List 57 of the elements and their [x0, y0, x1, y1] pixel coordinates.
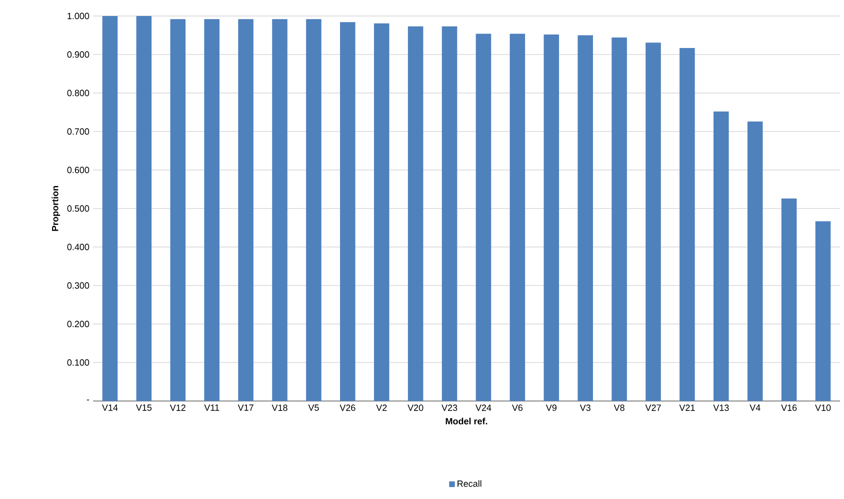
x-tick-label: V4 [750, 404, 760, 411]
y-tick-label: 0.800 [67, 90, 90, 96]
bar [747, 121, 763, 402]
bar [442, 26, 458, 402]
x-tick-label: V26 [340, 404, 356, 411]
x-tick-label: V17 [238, 404, 254, 411]
x-tick-label: V8 [614, 404, 624, 411]
bar [204, 19, 220, 402]
x-axis-title: Model ref. [446, 418, 488, 424]
x-tick-label: V13 [713, 404, 729, 411]
bar [781, 198, 797, 402]
bar [238, 19, 254, 402]
bar [646, 42, 661, 402]
x-tick-label: V6 [512, 404, 523, 411]
x-tick-label: V14 [102, 404, 118, 411]
y-tick-label: 0.500 [67, 205, 90, 212]
bar [102, 16, 118, 402]
bar [170, 19, 186, 402]
y-tick-label: 1.000 [68, 12, 90, 20]
legend-label: Recall [458, 480, 482, 487]
bar [340, 22, 356, 402]
bar [815, 221, 831, 402]
y-tick-label: 0.100 [67, 359, 90, 366]
bar [476, 34, 492, 402]
bar [136, 16, 152, 402]
y-tick-label: 0.700 [67, 128, 90, 135]
x-tick-label: V18 [272, 404, 288, 411]
bar [408, 26, 424, 402]
y-tick-label: 0.900 [67, 51, 90, 58]
x-tick-label: V5 [308, 404, 319, 411]
x-tick-label: V21 [679, 404, 695, 411]
bar [544, 34, 560, 402]
x-tick-label: V9 [546, 404, 556, 411]
bar [714, 111, 729, 402]
y-tick-label: 0.200 [67, 320, 90, 328]
y-tick-label: 0.400 [67, 244, 90, 250]
bar [374, 23, 390, 402]
x-tick-label: V24 [476, 404, 492, 411]
x-tick-label: V12 [170, 404, 186, 411]
x-tick-label: V20 [408, 404, 424, 411]
x-tick-label: V11 [204, 404, 220, 411]
x-tick-label: V10 [815, 404, 831, 411]
y-tick-label: 0.300 [67, 282, 90, 289]
y-axis-title: Proportion [52, 186, 60, 231]
y-tick-label: 0.600 [67, 166, 90, 174]
bar [612, 38, 627, 402]
bar [578, 35, 593, 402]
x-tick-label: V3 [580, 404, 590, 411]
x-tick-label: V2 [376, 404, 387, 411]
x-tick-label: V15 [136, 404, 152, 411]
bar [306, 19, 322, 402]
x-tick-label: V16 [781, 404, 797, 411]
bar [510, 34, 526, 402]
bar [272, 19, 288, 402]
x-tick-label: V23 [442, 404, 458, 411]
x-tick-label: V27 [645, 404, 661, 411]
bar [680, 48, 695, 402]
